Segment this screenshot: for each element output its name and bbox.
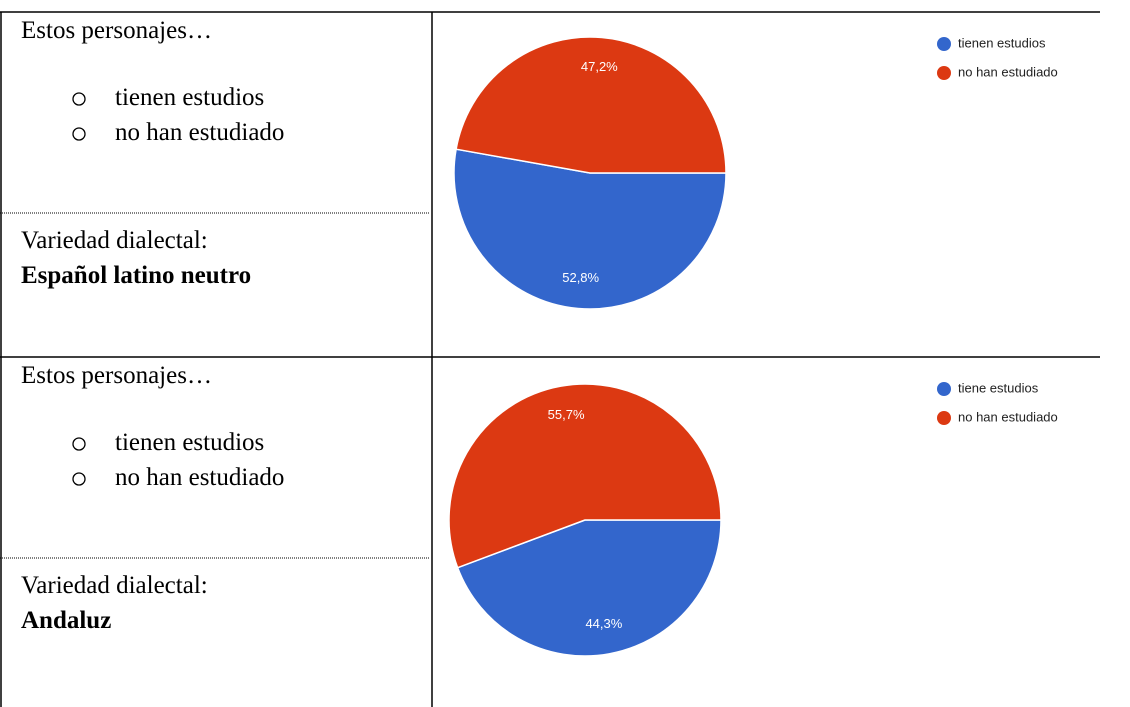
pie-slice xyxy=(453,148,727,310)
slice-label: 55,7% xyxy=(548,407,585,422)
pie-slice xyxy=(448,383,722,569)
bullet xyxy=(72,472,86,486)
variety-label: Variedad dialectal: xyxy=(21,227,208,254)
legend-label: no han estudiado xyxy=(958,409,1058,424)
legend-swatch xyxy=(937,37,951,51)
pie-slice xyxy=(455,36,727,174)
legend-swatch xyxy=(937,66,951,80)
option: tienen estudios xyxy=(115,84,264,111)
bullet xyxy=(72,92,86,106)
heading: Estos personajes… xyxy=(21,362,212,389)
bullet xyxy=(72,127,86,141)
slice-label: 52,8% xyxy=(562,270,599,285)
variety: Español latino neutro xyxy=(21,262,251,289)
slice-label: 47,2% xyxy=(581,59,618,74)
legend-swatch xyxy=(937,411,951,425)
variety: Andaluz xyxy=(21,607,111,634)
option: no han estudiado xyxy=(115,464,284,491)
legend-label: tienen estudios xyxy=(958,35,1046,50)
variety-label: Variedad dialectal: xyxy=(21,572,208,599)
option: tienen estudios xyxy=(115,429,264,456)
bullet xyxy=(72,437,86,451)
option: no han estudiado xyxy=(115,119,284,146)
pie-slice xyxy=(456,519,722,657)
slice-label: 44,3% xyxy=(585,616,622,631)
legend-label: no han estudiado xyxy=(958,64,1058,79)
heading: Estos personajes… xyxy=(21,17,212,44)
legend-label: tiene estudios xyxy=(958,380,1039,395)
legend-swatch xyxy=(937,382,951,396)
